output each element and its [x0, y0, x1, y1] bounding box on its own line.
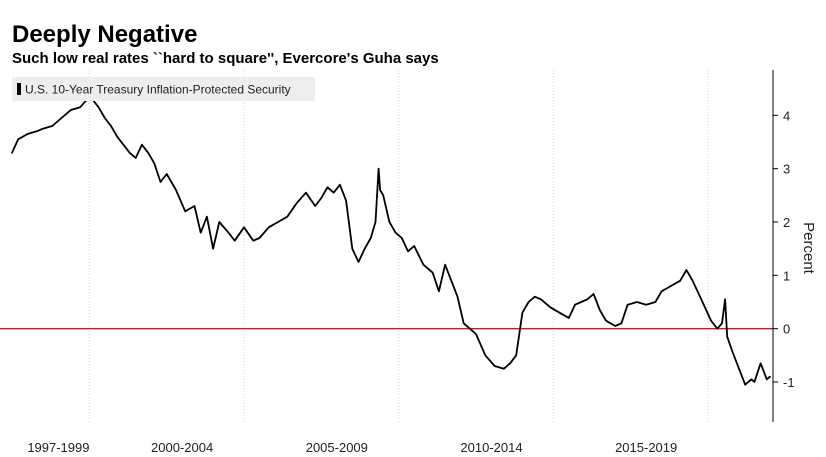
- chart-title: Deeply Negative: [12, 21, 198, 48]
- chart-subtitle: Such low real rates ``hard to square'', …: [12, 50, 439, 67]
- legend-swatch: [17, 83, 21, 95]
- x-tick-label: 2000-2004: [151, 440, 213, 455]
- x-tick-label: 2005-2009: [306, 440, 368, 455]
- x-tick-label: 1997-1999: [27, 440, 89, 455]
- y-tick-label: 0: [783, 322, 790, 337]
- y-axis-label: Percent: [800, 222, 817, 275]
- legend-background: [12, 77, 315, 101]
- y-tick-label: 2: [783, 215, 790, 230]
- series-line-tips-10y: [11, 98, 771, 386]
- y-tick-label: 3: [783, 162, 790, 177]
- y-tick-label: -1: [783, 375, 795, 390]
- y-tick-label: 4: [783, 108, 790, 123]
- legend-label: U.S. 10-Year Treasury Inflation-Protecte…: [25, 83, 291, 97]
- legend: U.S. 10-Year Treasury Inflation-Protecte…: [12, 77, 315, 101]
- x-tick-label: 2015-2019: [615, 440, 677, 455]
- x-tick-label: 2010-2014: [460, 440, 522, 455]
- y-tick-label: 1: [783, 268, 790, 283]
